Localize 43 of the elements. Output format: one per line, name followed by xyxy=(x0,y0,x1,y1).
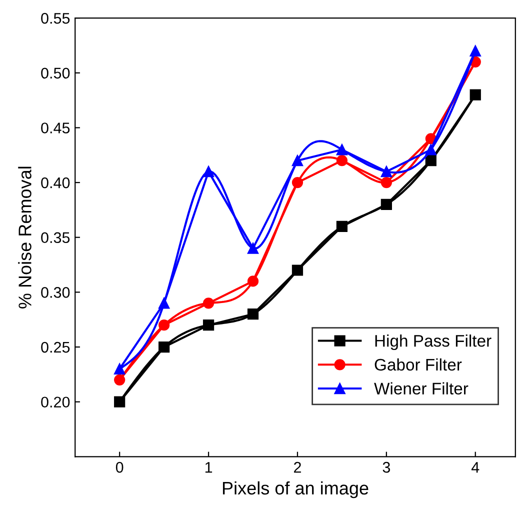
legend-label: Gabor Filter xyxy=(374,358,462,371)
point xyxy=(158,341,170,353)
x-tick-label: 1 xyxy=(205,462,212,473)
point xyxy=(425,155,436,166)
point xyxy=(114,363,126,374)
point xyxy=(292,155,304,166)
point xyxy=(380,176,392,188)
point xyxy=(247,242,259,254)
y-tick-label: 0.45 xyxy=(41,122,70,134)
point xyxy=(114,374,126,386)
point xyxy=(114,396,126,408)
point xyxy=(470,45,481,57)
legend-label: Wiener Filter xyxy=(374,382,468,395)
x-tick-label: 3 xyxy=(382,462,390,473)
x-tick-label: 2 xyxy=(294,462,301,473)
point xyxy=(292,264,304,276)
y-tick-label: 0.25 xyxy=(41,342,70,353)
point xyxy=(202,298,214,309)
point xyxy=(247,308,259,320)
point xyxy=(247,276,259,287)
point xyxy=(292,176,304,188)
y-axis-title: % Noise Removal xyxy=(18,166,32,308)
point xyxy=(202,320,214,331)
point xyxy=(380,166,392,178)
y-tick-label: 0.55 xyxy=(41,12,70,24)
point xyxy=(158,298,170,309)
x-tick-label: 0 xyxy=(116,462,124,473)
point xyxy=(425,144,436,156)
y-tick-label: 0.20 xyxy=(41,396,70,408)
point xyxy=(380,198,392,210)
point xyxy=(202,166,214,178)
y-tick-label: 0.30 xyxy=(41,287,70,298)
y-tick-label: 0.35 xyxy=(41,232,70,244)
point xyxy=(470,89,481,100)
point xyxy=(336,155,348,166)
x-tick-label: 4 xyxy=(471,462,480,473)
y-tick-label: 0.40 xyxy=(41,177,70,188)
x-axis-title: Pixels of an image xyxy=(222,481,368,498)
point xyxy=(336,144,348,156)
y-tick-label: 0.50 xyxy=(41,68,70,79)
point xyxy=(336,220,348,232)
legend-label: High Pass Filter xyxy=(375,334,492,350)
point xyxy=(158,320,170,331)
